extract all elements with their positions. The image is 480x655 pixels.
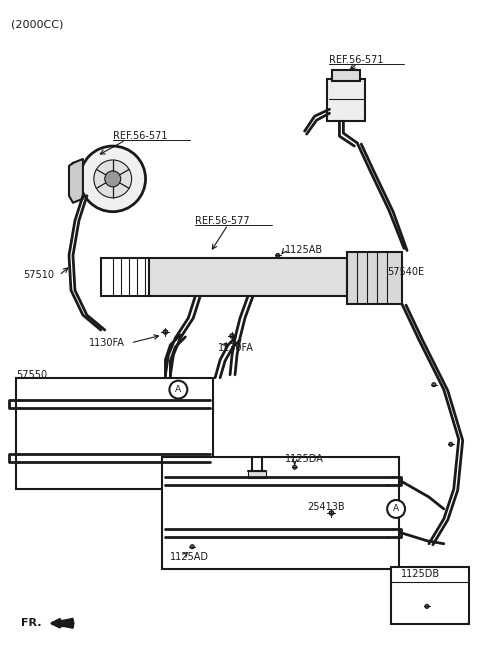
Circle shape xyxy=(276,253,280,257)
Text: REF.56-577: REF.56-577 xyxy=(195,215,250,225)
Text: 57550: 57550 xyxy=(16,369,48,380)
Bar xyxy=(162,457,399,569)
Bar xyxy=(333,69,360,81)
Circle shape xyxy=(94,160,132,198)
Text: 1130FA: 1130FA xyxy=(218,343,254,353)
Text: A: A xyxy=(393,504,399,514)
Bar xyxy=(16,378,213,489)
Circle shape xyxy=(169,381,187,399)
Circle shape xyxy=(293,465,297,469)
Polygon shape xyxy=(51,620,73,626)
Circle shape xyxy=(432,383,436,386)
Text: REF.56-571: REF.56-571 xyxy=(329,54,384,65)
Circle shape xyxy=(163,329,168,334)
Circle shape xyxy=(425,605,429,608)
Circle shape xyxy=(387,500,405,518)
Polygon shape xyxy=(69,159,83,203)
Text: 57510: 57510 xyxy=(23,271,54,280)
Bar xyxy=(348,252,402,304)
Bar xyxy=(148,259,348,296)
Text: 1125AB: 1125AB xyxy=(285,246,323,255)
Text: 57540E: 57540E xyxy=(387,267,424,277)
Circle shape xyxy=(230,334,234,338)
Text: 1125DB: 1125DB xyxy=(401,569,440,578)
Bar xyxy=(391,567,468,624)
Text: 1130FA: 1130FA xyxy=(89,338,125,348)
Text: FR.: FR. xyxy=(21,618,42,628)
Text: REF.56-571: REF.56-571 xyxy=(113,131,167,141)
Text: 1125AD: 1125AD xyxy=(170,552,209,562)
Bar xyxy=(327,79,365,121)
Text: (2000CC): (2000CC) xyxy=(12,20,64,29)
Bar xyxy=(248,471,266,478)
Circle shape xyxy=(105,171,120,187)
Circle shape xyxy=(329,511,334,515)
Circle shape xyxy=(191,545,194,549)
Polygon shape xyxy=(51,618,73,628)
Text: 1125DA: 1125DA xyxy=(285,454,324,464)
Circle shape xyxy=(449,442,453,446)
Text: 25413B: 25413B xyxy=(308,502,345,512)
Text: A: A xyxy=(175,385,181,394)
Circle shape xyxy=(80,146,145,212)
